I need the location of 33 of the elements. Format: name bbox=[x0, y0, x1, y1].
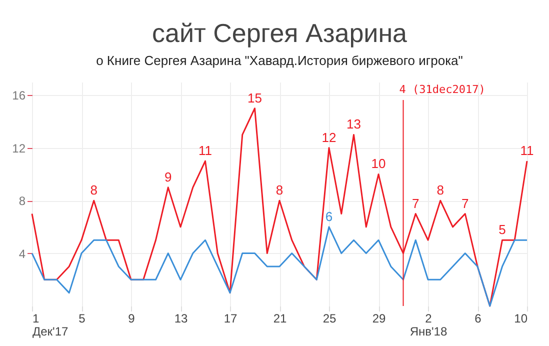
x-tick-label: 9 bbox=[128, 312, 136, 326]
y-tick-label: 8 bbox=[18, 194, 26, 208]
data-label: 6 bbox=[325, 208, 333, 224]
data-label: 15 bbox=[248, 90, 262, 106]
data-label: 5 bbox=[498, 222, 506, 238]
data-label: 11 bbox=[198, 143, 212, 158]
y-tick-label: 16 bbox=[12, 88, 26, 103]
x-tick-label: 29 bbox=[372, 312, 386, 326]
x-tick-label: 6 bbox=[474, 312, 482, 326]
x-tick-label: 2 Янв'18 bbox=[410, 312, 448, 338]
x-tick-label: 1 Дек'17 bbox=[32, 312, 69, 338]
y-tick-label: 4 bbox=[18, 246, 26, 261]
chart-subtitle: о Книге Сергея Азарина "Хавард.История биржевого игрока" bbox=[96, 53, 464, 68]
y-tick-label: 12 bbox=[12, 141, 26, 156]
ref-line-label: 4 (31dec2017) bbox=[399, 83, 486, 96]
data-label: 8 bbox=[436, 182, 444, 198]
data-label: 7 bbox=[412, 196, 420, 211]
x-tick-label: 21 bbox=[273, 312, 287, 326]
data-label: 13 bbox=[346, 116, 361, 132]
data-label: 9 bbox=[164, 169, 172, 184]
data-label: 8 bbox=[90, 182, 98, 198]
x-tick-label: 17 bbox=[224, 312, 238, 326]
data-label: 11 bbox=[520, 143, 534, 158]
x-tick-label: 13 bbox=[174, 312, 188, 326]
x-tick-label: 10 bbox=[514, 312, 528, 326]
data-label: 12 bbox=[322, 130, 336, 145]
data-label: 8 bbox=[276, 182, 284, 198]
line-series bbox=[31, 226, 528, 307]
data-label: 7 bbox=[462, 196, 469, 211]
x-tick-label: 25 bbox=[322, 312, 336, 326]
data-label: 10 bbox=[371, 156, 386, 172]
chart-title: сайт Сергея Азарина bbox=[152, 18, 408, 48]
x-tick-label: 5 bbox=[78, 312, 86, 326]
